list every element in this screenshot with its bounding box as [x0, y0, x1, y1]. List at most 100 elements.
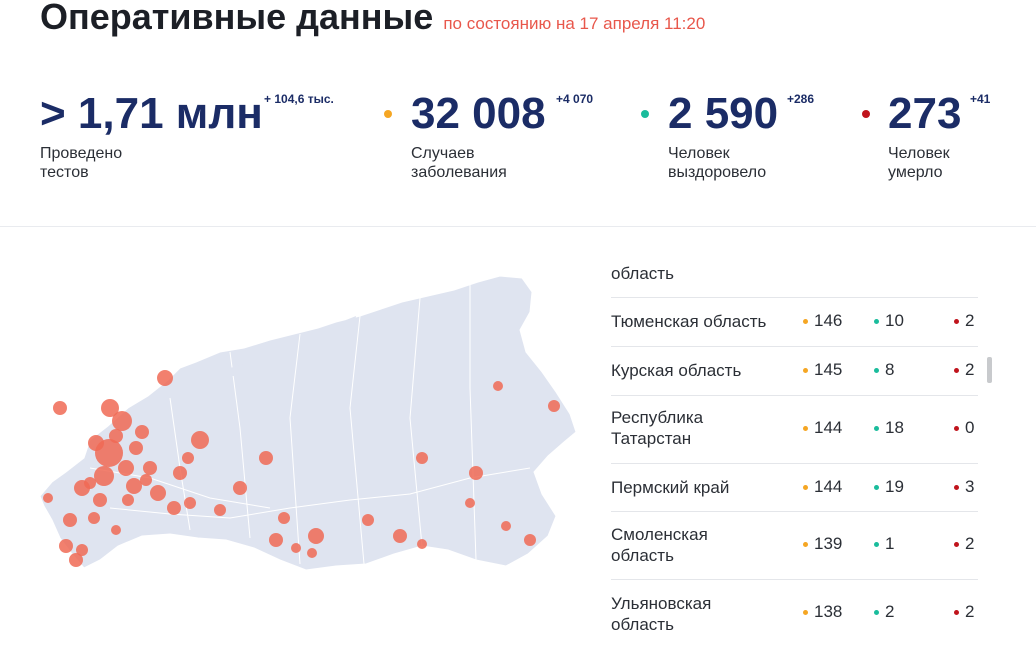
recovered-dot-icon	[874, 484, 879, 490]
update-timestamp: по состоянию на 17 апреля 11:20	[443, 14, 706, 33]
deaths-dot-icon	[954, 609, 959, 615]
region-name: Республика Татарстан	[611, 408, 704, 448]
table-scrollbar[interactable]	[987, 357, 992, 383]
deaths-dot-icon	[862, 110, 870, 118]
region-bubble[interactable]	[307, 548, 317, 558]
region-bubble[interactable]	[129, 441, 143, 455]
table-row[interactable]: Республика Татарстан 144 18 0	[611, 395, 978, 464]
recovered-cell: 8	[874, 360, 894, 380]
region-bubble[interactable]	[493, 381, 503, 391]
recovered-dot-icon	[874, 318, 879, 324]
recovered-cell: 19	[874, 477, 904, 497]
deaths-cell: 2	[954, 534, 974, 554]
region-bubble[interactable]	[167, 501, 181, 515]
deaths-dot-icon	[954, 318, 959, 324]
table-row[interactable]: Смоленская область 139 1 2	[611, 511, 978, 580]
region-bubble[interactable]	[259, 451, 273, 465]
cases-dot-icon	[803, 541, 808, 547]
table-row-partial[interactable]: область	[611, 250, 978, 296]
region-name: Пермский край	[611, 478, 730, 497]
stat-cases-label-2: заболевания	[411, 164, 507, 181]
region-bubble[interactable]	[111, 525, 121, 535]
stat-recovered-value: 2 590	[668, 89, 779, 138]
cases-dot-icon	[803, 425, 808, 431]
region-bubble[interactable]	[69, 553, 83, 567]
recovered-dot-icon	[874, 425, 879, 431]
region-bubble[interactable]	[182, 452, 194, 464]
region-bubble[interactable]	[74, 480, 90, 496]
region-bubble[interactable]	[88, 512, 100, 524]
region-bubble[interactable]	[416, 452, 428, 464]
regions-table[interactable]: область Тюменская область 146 10 2 Курск…	[611, 250, 978, 650]
stat-recovered-delta: +286	[787, 92, 815, 106]
region-bubble[interactable]	[214, 504, 226, 516]
region-bubble[interactable]	[53, 401, 67, 415]
stats-panel: > 1,71 млн + 104,6 тыс. Проведено тестов…	[0, 88, 1036, 188]
region-bubble[interactable]	[469, 466, 483, 480]
region-bubble[interactable]	[362, 514, 374, 526]
region-bubble[interactable]	[126, 478, 142, 494]
region-bubble[interactable]	[548, 400, 560, 412]
region-bubble[interactable]	[122, 494, 134, 506]
cases-cell: 145	[803, 360, 842, 380]
region-bubble[interactable]	[112, 411, 132, 431]
cases-dot-icon	[803, 484, 808, 490]
region-bubble[interactable]	[233, 481, 247, 495]
region-bubble[interactable]	[184, 497, 196, 509]
deaths-dot-icon	[954, 484, 959, 490]
region-bubble[interactable]	[118, 460, 134, 476]
stat-deaths-delta: +41	[970, 92, 991, 106]
cases-cell: 146	[803, 311, 842, 331]
region-bubble[interactable]	[140, 474, 152, 486]
region-bubble[interactable]	[269, 533, 283, 547]
deaths-cell: 2	[954, 311, 974, 331]
table-row[interactable]: Ульяновская область 138 2 2	[611, 579, 978, 650]
region-bubble[interactable]	[101, 399, 119, 417]
region-bubble[interactable]	[94, 466, 114, 486]
recovered-cell: 1	[874, 534, 894, 554]
stat-recovered-label-2: выздоровело	[668, 164, 767, 181]
page-title: Оперативные данные	[40, 0, 434, 37]
region-bubble[interactable]	[93, 493, 107, 507]
region-name: Ульяновская область	[611, 594, 712, 634]
stat-tests-label-2: тестов	[40, 164, 89, 181]
cases-cell: 138	[803, 602, 842, 622]
stat-recovered: 2 590 +286 Человек выздоровело	[668, 88, 814, 182]
cases-cell: 144	[803, 477, 842, 497]
region-bubble[interactable]	[63, 513, 77, 527]
region-bubble[interactable]	[59, 539, 73, 553]
region-bubble[interactable]	[76, 544, 88, 556]
region-bubble[interactable]	[501, 521, 511, 531]
region-bubble[interactable]	[393, 529, 407, 543]
region-bubble[interactable]	[43, 493, 53, 503]
region-bubble[interactable]	[278, 512, 290, 524]
cases-cell: 139	[803, 534, 842, 554]
region-bubble[interactable]	[417, 539, 427, 549]
recovered-cell: 2	[874, 602, 894, 622]
recovered-dot-icon	[874, 367, 879, 373]
region-bubble[interactable]	[109, 429, 123, 443]
map-bubbles[interactable]	[43, 370, 560, 567]
page-header: Оперативные данные по состоянию на 17 ап…	[40, 0, 705, 40]
stat-tests-delta: + 104,6 тыс.	[264, 92, 334, 106]
region-bubble[interactable]	[150, 485, 166, 501]
region-bubble[interactable]	[524, 534, 536, 546]
region-bubble[interactable]	[191, 431, 209, 449]
region-bubble[interactable]	[291, 543, 301, 553]
stat-cases-value: 32 008	[411, 89, 546, 138]
recovered-cell: 18	[874, 418, 904, 438]
table-row[interactable]: Тюменская область 146 10 2	[611, 297, 978, 346]
region-bubble[interactable]	[157, 370, 173, 386]
region-bubble[interactable]	[465, 498, 475, 508]
recovered-dot-icon	[874, 541, 879, 547]
region-bubble[interactable]	[173, 466, 187, 480]
deaths-dot-icon	[954, 541, 959, 547]
table-row[interactable]: Пермский край 144 19 3	[611, 463, 978, 512]
region-bubble[interactable]	[135, 425, 149, 439]
russia-map[interactable]	[30, 268, 590, 588]
region-bubble[interactable]	[88, 435, 104, 451]
table-row[interactable]: Курская область 145 8 2	[611, 346, 978, 395]
region-bubble[interactable]	[143, 461, 157, 475]
region-bubble[interactable]	[308, 528, 324, 544]
region-name: Курская область	[611, 361, 742, 380]
